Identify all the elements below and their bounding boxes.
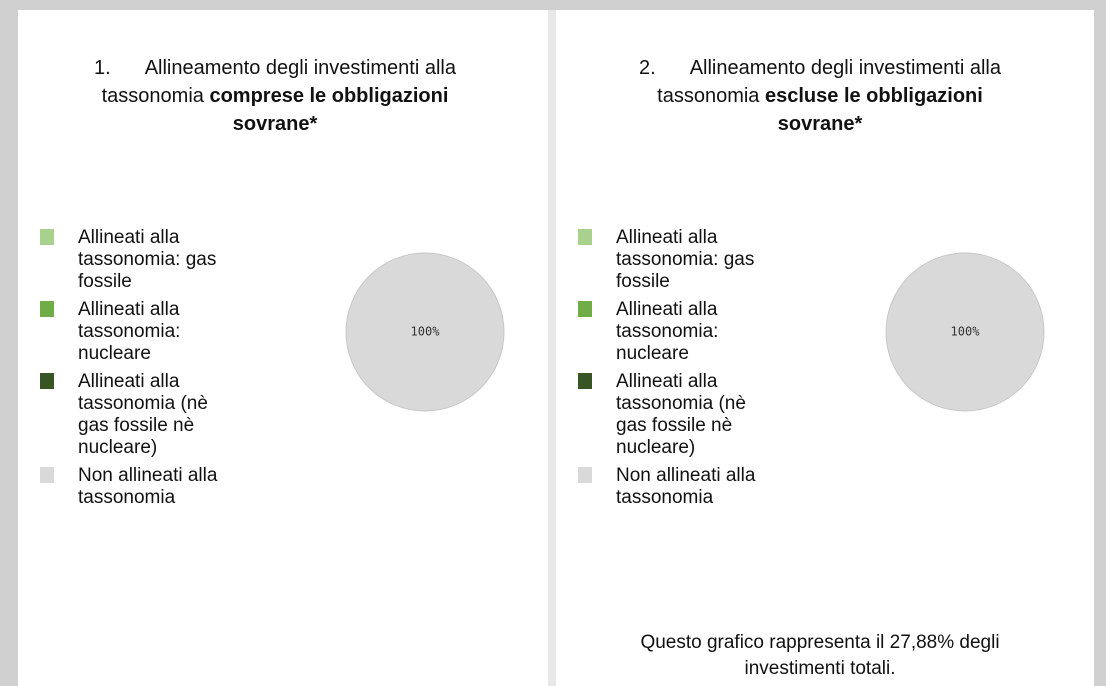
data-label: 100% bbox=[951, 325, 981, 339]
legend-label: Allineati alla tassonomia: gas fossile bbox=[616, 227, 755, 292]
legend-swatch bbox=[578, 467, 592, 483]
legend-label: Allineati alla tassonomia: gas fossile bbox=[78, 227, 217, 292]
title-emphasis: escluse le obbligazioni sovrane* bbox=[765, 85, 983, 135]
panel-title: 1. Allineamento degli investimenti alla t… bbox=[75, 54, 475, 138]
legend-item: Allineati alla tassonomia (nè gas fossil… bbox=[40, 371, 238, 459]
pie-slice bbox=[345, 252, 505, 412]
panel: 2. Allineamento degli investimenti alla t… bbox=[556, 10, 1094, 686]
legend-item: Allineati alla tassonomia: nucleare bbox=[40, 299, 238, 365]
legend-swatch bbox=[40, 373, 54, 389]
legend-item: Allineati alla tassonomia: nucleare bbox=[578, 299, 776, 365]
title-text: Allineamento degli investimenti alla tas… bbox=[657, 57, 1001, 107]
note: Questo grafico rappresenta il 27,88% deg… bbox=[640, 632, 1000, 679]
legend-item: Allineati alla tassonomia: gas fossile bbox=[578, 227, 776, 293]
panel-title: 2. Allineamento degli investimenti alla t… bbox=[620, 54, 1020, 138]
divider bbox=[548, 10, 556, 686]
legend-swatch bbox=[40, 301, 54, 317]
legend-swatch bbox=[40, 467, 54, 483]
title-number: 1. bbox=[94, 57, 111, 79]
legend-swatch bbox=[40, 229, 54, 245]
legend-item: Non allineati alla tassonomia bbox=[578, 465, 776, 509]
legend-item: Allineati alla tassonomia (nè gas fossil… bbox=[578, 371, 776, 459]
legend: Allineati alla tassonomia: gas fossile Al… bbox=[40, 227, 238, 515]
panel: 1. Allineamento degli investimenti alla t… bbox=[18, 10, 548, 686]
title-text: Allineamento degli investimenti alla tas… bbox=[101, 57, 456, 107]
legend-swatch bbox=[578, 301, 592, 317]
pie-slice bbox=[885, 252, 1045, 412]
legend-label: Allineati alla tassonomia: nucleare bbox=[616, 299, 719, 364]
legend: Allineati alla tassonomia: gas fossile Al… bbox=[578, 227, 776, 515]
legend-label: Non allineati alla tassonomia bbox=[78, 465, 218, 508]
legend-label: Allineati alla tassonomia (nè gas fossil… bbox=[616, 371, 746, 458]
legend-swatch bbox=[578, 229, 592, 245]
legend-label: Non allineati alla tassonomia bbox=[616, 465, 756, 508]
legend-item: Non allineati alla tassonomia bbox=[40, 465, 238, 509]
title-number: 2. bbox=[639, 57, 656, 79]
title-emphasis: comprese le obbligazioni sovrane* bbox=[209, 85, 449, 135]
legend-label: Allineati alla tassonomia: nucleare bbox=[78, 299, 181, 364]
legend-swatch bbox=[578, 373, 592, 389]
legend-item: Allineati alla tassonomia: gas fossile bbox=[40, 227, 238, 293]
pie-chart: 100% bbox=[345, 252, 505, 412]
pie-chart: 100% bbox=[885, 252, 1045, 412]
data-label: 100% bbox=[411, 325, 441, 339]
legend-label: Allineati alla tassonomia (nè gas fossil… bbox=[78, 371, 208, 458]
